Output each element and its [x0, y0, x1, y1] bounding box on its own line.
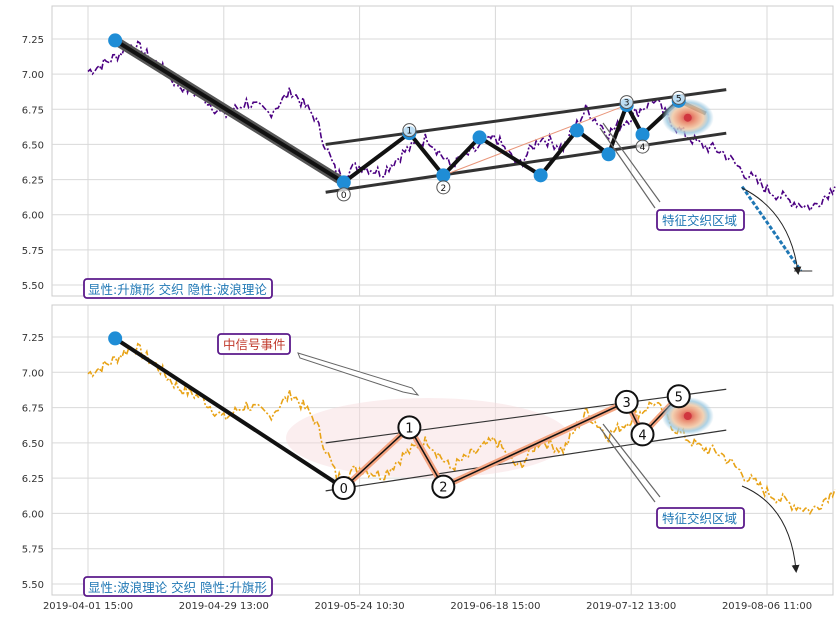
top-wave-points: 0 1 2 3 4 5: [108, 33, 686, 202]
wave-label: 4: [638, 428, 646, 443]
channel-lower: [325, 429, 727, 492]
wave-label-ring: [619, 95, 634, 110]
y-tick-label: 5.75: [22, 545, 44, 556]
hotspot-core: [683, 412, 692, 421]
bottom-feature-box: [656, 507, 745, 529]
wave-label-ring: [331, 476, 356, 501]
bottom-price-series: [87, 342, 836, 516]
y-tick-label: 6.75: [22, 404, 44, 415]
wave-label-ring: [630, 422, 655, 447]
bottom-wave-points: 0 1 2 3 4 5: [108, 331, 691, 501]
swing-point: [108, 33, 123, 48]
wave-label-ring: [614, 389, 639, 414]
y-tick-label: 6.50: [22, 439, 44, 450]
hotspot-core: [683, 113, 692, 122]
wave-label-ring: [402, 123, 417, 138]
top-hotspot: [661, 98, 714, 137]
bottom-signal-box: [217, 333, 291, 355]
wave-label: 5: [675, 390, 683, 405]
y-tick-label: 6.75: [22, 105, 44, 116]
y-tick-label: 7.00: [22, 70, 44, 81]
top-annotations: [599, 122, 813, 275]
leg-line: [113, 38, 346, 185]
bottom-y-axis: 7.25 7.00 6.75 6.50 6.25 6.00 5.75 5.50: [22, 333, 44, 591]
wave-label-ring: [671, 90, 686, 105]
x-tick-label: 2019-08-06 11:00: [722, 601, 812, 612]
x-tick-label: 2019-05-24 10:30: [315, 601, 405, 612]
leg-line: [114, 336, 345, 490]
start-point: [108, 331, 123, 346]
wave-label: 0: [340, 482, 348, 497]
bottom-annotations: [297, 352, 800, 573]
bottom-signal-label: 中信号事件: [223, 337, 286, 352]
wave-label: 1: [407, 127, 413, 137]
wave-label-ring: [397, 415, 422, 440]
wave-label-ring: [336, 187, 351, 202]
bottom-legend-box: [83, 576, 273, 597]
top-feature-box: [656, 209, 745, 231]
top-plot-frame: [51, 5, 834, 297]
wave-point: [436, 168, 451, 183]
bottom-plot-frame: [51, 304, 834, 596]
price-line: [87, 342, 836, 516]
feature-arrow: [599, 423, 661, 503]
wave-label-ring: [431, 474, 456, 499]
y-tick-label: 6.50: [22, 140, 44, 151]
x-tick-label: 2019-06-18 15:00: [450, 601, 540, 612]
x-tick-label: 2019-04-01 15:00: [43, 601, 133, 612]
swing-point: [533, 168, 548, 183]
feature-arrow: [599, 122, 661, 209]
y-tick-label: 6.00: [22, 509, 44, 520]
wave-label-ring: [436, 180, 451, 195]
wave-label: 1: [405, 421, 413, 436]
top-panel: 7.257.006.756.506.256.005.755.50 012345 …: [22, 5, 836, 299]
y-tick-label: 5.75: [22, 246, 44, 257]
y-tick-label: 7.25: [22, 35, 44, 46]
x-tick-label: 2019-04-29 13:00: [179, 601, 269, 612]
wave-point: [336, 175, 351, 190]
top-feature-label: 特征交织区域: [662, 213, 737, 228]
y-tick-label: 7.25: [22, 333, 44, 344]
wave-label-ring: [666, 384, 691, 409]
top-legend-text: 显性:升旗形 交织 隐性:波浪理论: [88, 282, 267, 297]
channel-upper: [325, 88, 727, 146]
bottom-signal-ellipse: [286, 398, 570, 478]
top-y-axis: 7.25 7.00 6.75 6.50 6.25 6.00 5.75 5.50: [22, 35, 44, 292]
bottom-x-axis: 2019-04-01 15:00 2019-04-29 13:00 2019-05-…: [43, 601, 812, 612]
top-legend-box: [83, 278, 273, 299]
channel-lower: [325, 131, 727, 194]
wave-label: 0: [341, 191, 347, 201]
wave-label-ring: [635, 139, 650, 154]
wave-label: 4: [640, 143, 646, 153]
wave-label: 3: [624, 99, 630, 109]
wave-label: 2: [440, 184, 446, 194]
wave-label: 2: [439, 481, 447, 496]
swing-point: [569, 123, 584, 138]
swing-point: [601, 147, 616, 162]
y-tick-label: 5.50: [22, 580, 44, 591]
wave-point: [635, 127, 650, 142]
y-tick-label: 7.00: [22, 368, 44, 379]
y-tick-label: 6.25: [22, 474, 44, 485]
swing-point: [472, 130, 487, 145]
thin-link: [443, 104, 627, 176]
y-tick-label: 5.50: [22, 281, 44, 292]
bottom-panel: 7.25 7.00 6.75 6.50 6.25 6.00 5.75 5.50 2019-04…: [22, 304, 836, 612]
channel-upper: [325, 388, 727, 444]
x-tick-label: 2019-07-12 13:00: [586, 601, 676, 612]
bottom-channel-lines: [325, 388, 727, 492]
wave-label: 3: [623, 396, 631, 411]
curve-arrow: [741, 187, 802, 275]
curve-arrow: [741, 485, 800, 573]
y-tick-label: 6.00: [22, 211, 44, 222]
bottom-legend-text: 显性:波浪理论 交织 隐性:升旗形: [88, 580, 267, 595]
wave-label: 5: [676, 94, 682, 104]
signal-arrow: [297, 352, 420, 396]
y-tick-label: 6.25: [22, 176, 44, 187]
bottom-feature-label: 特征交织区域: [662, 511, 737, 526]
top-channel-lines: [325, 88, 727, 194]
fall-arrow: [740, 185, 803, 272]
